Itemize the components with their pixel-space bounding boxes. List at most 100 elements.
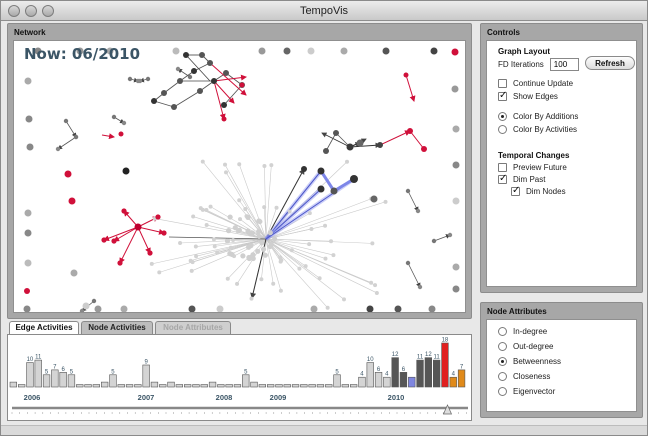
network-node[interactable]	[417, 284, 423, 290]
network-node[interactable]	[237, 198, 242, 203]
network-node[interactable]	[238, 217, 243, 222]
activity-bar[interactable]	[399, 372, 408, 388]
network-node[interactable]	[310, 305, 318, 313]
activity-bar[interactable]	[449, 376, 457, 388]
network-node[interactable]	[260, 246, 267, 252]
network-node[interactable]	[191, 214, 196, 219]
network-node[interactable]	[278, 288, 283, 293]
network-node[interactable]	[24, 209, 32, 217]
network-node[interactable]	[256, 229, 262, 235]
attribute-radio-closeness[interactable]	[498, 372, 507, 381]
activity-bar[interactable]	[391, 357, 399, 388]
network-node[interactable]	[172, 47, 180, 55]
network-node[interactable]	[223, 70, 229, 76]
network-node[interactable]	[147, 250, 153, 256]
color-by-additions-option[interactable]: Color By Additions	[498, 112, 578, 121]
network-node[interactable]	[452, 125, 460, 133]
network-node[interactable]	[382, 47, 390, 55]
tab-node-activities[interactable]: Node Activities	[81, 321, 153, 334]
attribute-option-eigenvector[interactable]: Eigenvector	[498, 387, 555, 396]
attribute-radio-eigenvector[interactable]	[498, 387, 507, 396]
network-node[interactable]	[34, 47, 42, 55]
network-node[interactable]	[193, 244, 198, 249]
network-node[interactable]	[178, 241, 183, 246]
activity-bar[interactable]	[192, 384, 200, 388]
network-node[interactable]	[79, 308, 85, 313]
network-node[interactable]	[198, 206, 203, 211]
activity-bar[interactable]	[150, 381, 159, 388]
network-node[interactable]	[431, 238, 437, 244]
time-slider-thumb[interactable]	[442, 404, 453, 415]
network-node[interactable]	[340, 47, 348, 55]
activity-bar[interactable]	[59, 372, 67, 388]
network-node[interactable]	[204, 223, 209, 228]
network-node[interactable]	[317, 185, 325, 193]
activity-bar[interactable]	[217, 384, 225, 388]
network-node[interactable]	[204, 208, 209, 213]
network-node[interactable]	[91, 298, 97, 304]
activity-bar[interactable]	[42, 374, 51, 388]
color-by-activities-option[interactable]: Color By Activities	[498, 125, 577, 134]
activity-bar[interactable]	[117, 384, 125, 388]
network-node[interactable]	[243, 206, 248, 211]
network-node[interactable]	[232, 225, 238, 231]
network-node[interactable]	[278, 255, 283, 260]
network-node[interactable]	[120, 305, 128, 313]
network-node[interactable]	[101, 237, 107, 243]
show-edges-checkbox[interactable]	[498, 90, 507, 101]
network-node[interactable]	[451, 85, 459, 93]
network-node[interactable]	[211, 237, 216, 242]
activity-bar[interactable]	[84, 384, 92, 388]
network-node[interactable]	[229, 251, 235, 258]
network-node[interactable]	[157, 270, 162, 275]
network-node[interactable]	[117, 260, 123, 266]
network-node[interactable]	[350, 175, 358, 183]
network-node[interactable]	[94, 305, 102, 313]
activity-bar[interactable]	[76, 384, 84, 388]
network-node[interactable]	[24, 288, 30, 294]
network-node[interactable]	[255, 248, 261, 254]
network-node[interactable]	[307, 242, 312, 247]
activity-bar[interactable]	[159, 384, 167, 388]
network-node[interactable]	[325, 305, 330, 310]
activity-bar[interactable]	[291, 384, 300, 388]
activity-bar[interactable]	[233, 384, 242, 388]
activity-bar[interactable]	[416, 359, 424, 388]
activity-bar[interactable]	[457, 369, 466, 388]
color-by-activities-radio[interactable]	[498, 125, 507, 134]
network-node[interactable]	[256, 233, 262, 240]
show-edges-option[interactable]: Show Edges	[498, 90, 558, 101]
network-node[interactable]	[225, 276, 230, 281]
activity-bar[interactable]	[184, 384, 192, 388]
network-node[interactable]	[221, 116, 227, 122]
activity-bar[interactable]	[51, 369, 59, 388]
network-node[interactable]	[403, 72, 409, 78]
network-node[interactable]	[250, 255, 256, 262]
network-node[interactable]	[283, 47, 291, 55]
network-node[interactable]	[245, 214, 251, 220]
network-node[interactable]	[118, 131, 124, 137]
network-node[interactable]	[208, 204, 213, 209]
color-by-additions-radio[interactable]	[498, 112, 507, 121]
network-node[interactable]	[345, 159, 350, 164]
network-node[interactable]	[161, 230, 167, 236]
activity-bar[interactable]	[34, 359, 42, 388]
activity-bar[interactable]	[125, 384, 134, 388]
network-node[interactable]	[323, 223, 328, 228]
network-node[interactable]	[317, 167, 325, 175]
network-node[interactable]	[24, 77, 32, 85]
tab-edge-activities[interactable]: Edge Activities	[9, 321, 79, 334]
activity-bar[interactable]	[374, 372, 383, 388]
network-node[interactable]	[239, 82, 245, 88]
attribute-radio-out-degree[interactable]	[498, 342, 507, 351]
network-node[interactable]	[405, 260, 411, 266]
activity-bar[interactable]	[325, 384, 333, 388]
attribute-option-out-degree[interactable]: Out-degree	[498, 342, 553, 351]
network-node[interactable]	[262, 164, 267, 169]
network-node[interactable]	[76, 47, 84, 55]
network-node[interactable]	[145, 76, 151, 82]
network-node[interactable]	[106, 47, 114, 55]
network-node[interactable]	[187, 74, 193, 80]
network-canvas[interactable]: Now: 06/2010	[13, 40, 466, 313]
